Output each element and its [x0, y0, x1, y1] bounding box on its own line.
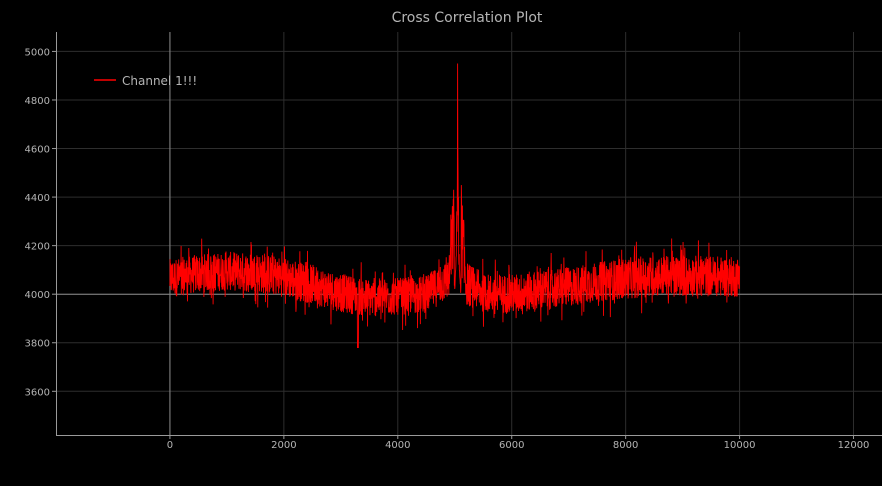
legend-label-channel-1: Channel 1!!! — [122, 74, 197, 88]
y-tick-label: 4800 — [25, 96, 50, 107]
y-tick-label: 4200 — [25, 242, 50, 253]
chart-title: Cross Correlation Plot — [392, 10, 543, 26]
x-tick-label: 10000 — [724, 440, 756, 451]
legend: Channel 1!!! — [94, 74, 197, 88]
x-tick-label: 4000 — [385, 440, 410, 451]
x-tick-label: 8000 — [613, 440, 638, 451]
x-tick-label: 0 — [167, 440, 173, 451]
x-tick-label: 6000 — [499, 440, 524, 451]
y-tick-label: 3800 — [25, 339, 50, 350]
series-line-channel-1 — [169, 63, 741, 349]
y-tick-label: 5000 — [25, 47, 50, 58]
series-layer — [169, 63, 741, 349]
x-tick-label: 12000 — [838, 440, 870, 451]
y-tick-label: 4000 — [25, 290, 50, 301]
y-tick-label: 4600 — [25, 145, 50, 156]
y-tick-label: 4400 — [25, 193, 50, 204]
x-tick-label: 2000 — [271, 440, 296, 451]
tick-label-layer: 0 2000 4000 6000 8000 10000 12000 3600 3800 4000 4… — [25, 47, 870, 451]
y-tick-label: 3600 — [25, 387, 50, 398]
